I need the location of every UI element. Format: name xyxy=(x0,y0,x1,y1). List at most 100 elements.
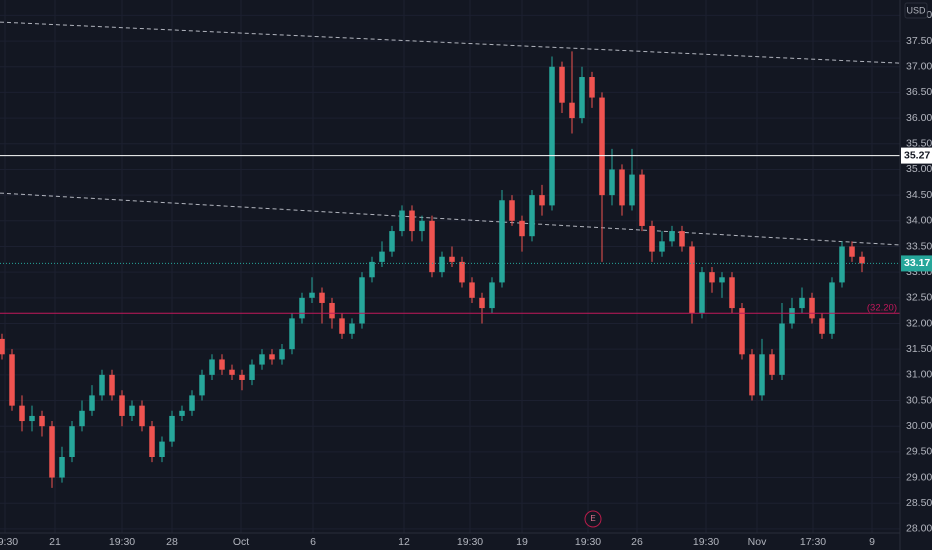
x-tick-label: 19:30 xyxy=(457,536,483,548)
candle-body xyxy=(529,195,535,237)
candle-body xyxy=(509,200,515,221)
y-tick-label: 30.50 xyxy=(906,394,932,406)
x-tick-label: 19:30 xyxy=(693,536,719,548)
y-tick-label: 28.50 xyxy=(906,497,932,509)
x-tick-label: 17:30 xyxy=(800,536,826,548)
candle-body xyxy=(249,364,255,380)
candle-body xyxy=(289,318,295,350)
x-tick-label: 21 xyxy=(49,536,61,548)
candle-body xyxy=(129,405,135,416)
candle-body xyxy=(629,174,635,206)
candle-body xyxy=(549,66,555,206)
candle-body xyxy=(669,231,675,242)
candle-body xyxy=(479,297,485,309)
candle-body xyxy=(819,318,825,334)
candle-body xyxy=(19,405,25,422)
candle-body xyxy=(79,410,85,427)
candle-body xyxy=(709,272,715,283)
candle-body xyxy=(179,410,185,416)
candle-body xyxy=(339,318,345,334)
price-label: 35.27 xyxy=(904,149,930,161)
x-tick-label: Oct xyxy=(233,536,249,548)
y-tick-label: 34.00 xyxy=(906,215,932,227)
price-label: 33.17 xyxy=(904,257,930,269)
candle-body xyxy=(319,292,325,303)
x-tick-label: 19:30 xyxy=(575,536,601,548)
y-tick-label: 36.00 xyxy=(906,112,932,124)
candle-body xyxy=(309,292,315,298)
y-tick-label: 35.50 xyxy=(906,138,932,150)
candle-body xyxy=(519,220,525,237)
candle-body xyxy=(779,323,785,375)
candle-body xyxy=(539,195,545,206)
candle-body xyxy=(239,374,245,380)
price-label-box xyxy=(901,255,932,272)
x-tick-label: 26 xyxy=(631,536,643,548)
y-tick-label: 35.00 xyxy=(906,163,932,175)
candle-body xyxy=(69,426,75,458)
price-line-label: (32.20) xyxy=(867,303,897,314)
candle-body xyxy=(569,102,575,119)
x-tick-label: 12 xyxy=(398,536,410,548)
trend-line xyxy=(0,192,901,246)
candle-body xyxy=(659,241,665,252)
candle-body xyxy=(829,282,835,334)
y-tick-label: 29.50 xyxy=(906,446,932,458)
candle-body xyxy=(89,395,95,411)
candle-body xyxy=(429,220,435,273)
y-tick-label: 36.50 xyxy=(906,86,932,98)
candle-body xyxy=(169,415,175,442)
candle-body xyxy=(439,256,445,273)
y-tick-label: 31.00 xyxy=(906,369,932,381)
currency-label: USD xyxy=(906,5,926,15)
x-tick-label: 28 xyxy=(166,536,178,548)
candle-body xyxy=(0,338,5,355)
y-tick-label: 30.00 xyxy=(906,420,932,432)
candle-body xyxy=(99,374,105,396)
y-tick-label: 31.50 xyxy=(906,343,932,355)
candle-body xyxy=(859,256,865,264)
candle-body xyxy=(749,354,755,396)
candle-body xyxy=(189,395,195,411)
candle-body xyxy=(349,323,355,334)
candle-body xyxy=(379,251,385,262)
candle-body xyxy=(29,415,35,422)
event-marker xyxy=(584,510,602,528)
candle-body xyxy=(759,354,765,396)
candle-body xyxy=(789,308,795,324)
candle-body xyxy=(359,277,365,324)
candle-body xyxy=(589,77,595,98)
candle-body xyxy=(689,246,695,314)
candle-body xyxy=(599,97,605,196)
candle-body xyxy=(459,261,465,283)
candle-body xyxy=(619,169,625,206)
x-tick-label: 19 xyxy=(516,536,528,548)
candle-body xyxy=(469,282,475,298)
x-tick-label: 9 xyxy=(869,536,875,548)
candle-body xyxy=(679,231,685,247)
candle-body xyxy=(9,354,15,406)
price-label-box xyxy=(901,147,932,164)
candle-body xyxy=(799,297,805,309)
x-tick-label: 19:30 xyxy=(0,536,18,548)
candle-body xyxy=(399,210,405,232)
candle-body xyxy=(279,349,285,360)
candle-body xyxy=(329,302,335,319)
candle-body xyxy=(299,297,305,319)
candle-body xyxy=(149,426,155,458)
candle-body xyxy=(579,77,585,119)
candle-body xyxy=(119,395,125,416)
axes: 28.00 28.50 29.00 29.50 30.00 30.50 31.00 31.50… xyxy=(0,9,932,548)
y-tick-label: 28.00 xyxy=(906,523,932,535)
candle-body xyxy=(369,261,375,278)
candle-body xyxy=(49,426,55,478)
y-tick-label: 32.00 xyxy=(906,317,932,329)
y-tick-label: 29.00 xyxy=(906,471,932,483)
candle-body xyxy=(59,457,65,478)
candle-body xyxy=(209,359,215,375)
candle-body xyxy=(389,231,395,252)
candle-body xyxy=(699,272,705,314)
candle-body xyxy=(809,297,815,319)
